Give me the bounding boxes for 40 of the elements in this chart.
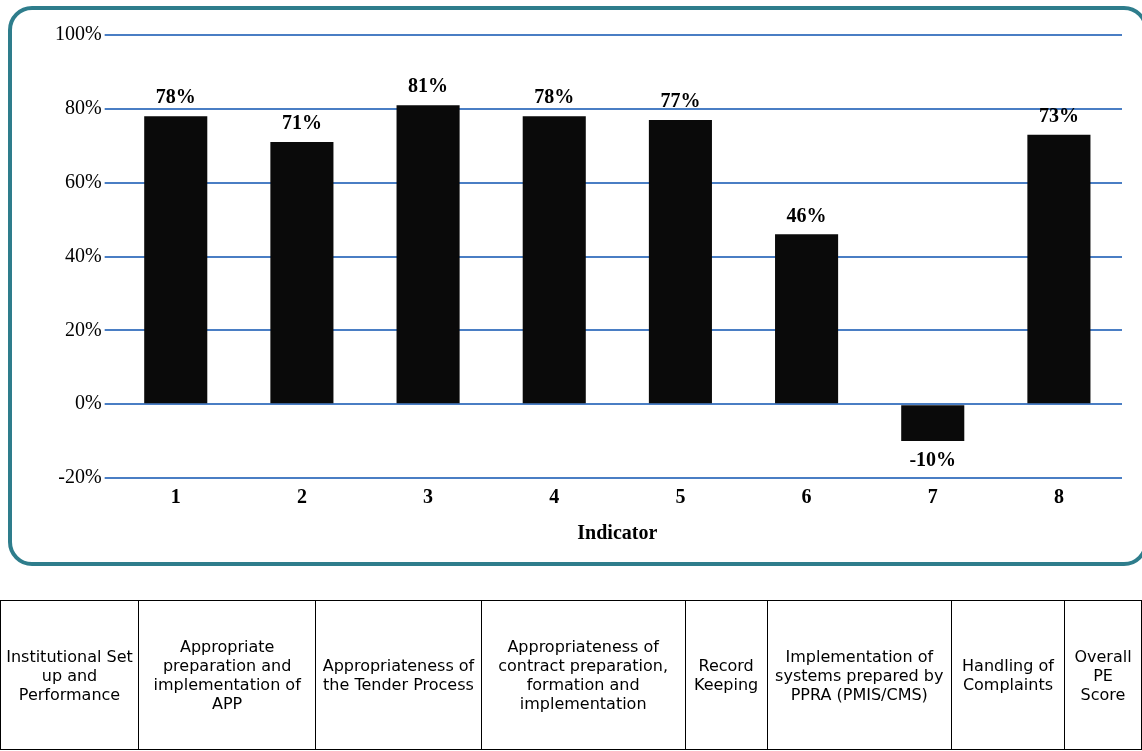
x-tick-label: 4 [549, 485, 560, 508]
y-tick-label: 80% [64, 96, 102, 119]
data-label: 46% [786, 203, 827, 226]
text: Appropriateness of the Tender Process [315, 600, 482, 750]
x-tick-label: 3 [423, 485, 434, 508]
y-tick-label: 20% [64, 317, 102, 340]
x-tick-label: 2 [296, 485, 307, 508]
x-tick-label: 7 [927, 485, 938, 508]
text: Implementation of systems prepared by PPRA (PMIS/CMS) [767, 600, 952, 750]
data-label: 77% [660, 89, 701, 112]
data-label: -10% [909, 448, 957, 471]
data-label: 71% [281, 111, 322, 134]
bar [775, 234, 839, 404]
x-tick-label: 8 [1053, 485, 1064, 508]
data-label: 78% [155, 85, 196, 108]
text: Appropriateness of contract preparation, formation and implementation [481, 600, 686, 750]
y-tick-label: -20% [58, 465, 102, 488]
bar [901, 405, 965, 442]
data-label: 73% [1038, 103, 1079, 126]
x-tick-label: 5 [675, 485, 686, 508]
bar [648, 119, 712, 404]
bar [144, 116, 208, 404]
text: Institutional Set up and Performance [0, 600, 139, 750]
text: Record Keeping [685, 600, 768, 750]
data-label: 81% [408, 74, 449, 97]
text: Appropriate preparation and implementation of APP [138, 600, 316, 750]
x-axis-title: Indicator [577, 521, 658, 544]
y-tick-label: 60% [64, 169, 102, 192]
bar [1027, 134, 1091, 404]
bar [270, 142, 334, 404]
x-tick-label: 1 [170, 485, 181, 508]
x-tick-label: 6 [801, 485, 812, 508]
y-tick-label: 40% [64, 243, 102, 266]
y-tick-label: 0% [74, 391, 102, 414]
bar [522, 116, 586, 404]
bar [396, 105, 460, 404]
data-label: 78% [534, 85, 575, 108]
y-tick-label: 100% [54, 22, 102, 45]
text: Overall PE Score [1064, 600, 1142, 750]
text: Handling of Complaints [951, 600, 1065, 750]
